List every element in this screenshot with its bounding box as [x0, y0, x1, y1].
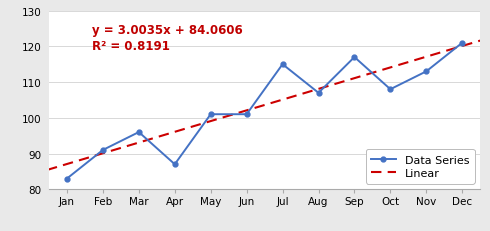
Text: y = 3.0035x + 84.0606: y = 3.0035x + 84.0606 — [92, 24, 243, 37]
Linear — [305, 91, 311, 94]
Linear — [30, 173, 36, 176]
Data Series — [136, 131, 142, 134]
Line: Linear: Linear — [31, 36, 490, 175]
Linear — [28, 173, 34, 176]
Data Series — [316, 92, 321, 95]
Linear — [314, 88, 320, 91]
Data Series — [244, 113, 249, 116]
Linear — [451, 48, 457, 50]
Linear — [306, 91, 312, 94]
Data Series — [100, 149, 106, 152]
Data Series — [388, 88, 393, 91]
Line: Data Series: Data Series — [65, 41, 465, 181]
Text: R² = 0.8191: R² = 0.8191 — [92, 40, 170, 53]
Data Series — [64, 177, 70, 180]
Legend: Data Series, Linear: Data Series, Linear — [366, 150, 475, 184]
Data Series — [208, 113, 214, 116]
Linear — [422, 57, 428, 59]
Data Series — [172, 163, 178, 166]
Data Series — [280, 64, 286, 66]
Data Series — [459, 42, 465, 45]
Data Series — [351, 56, 357, 59]
Data Series — [423, 71, 429, 73]
